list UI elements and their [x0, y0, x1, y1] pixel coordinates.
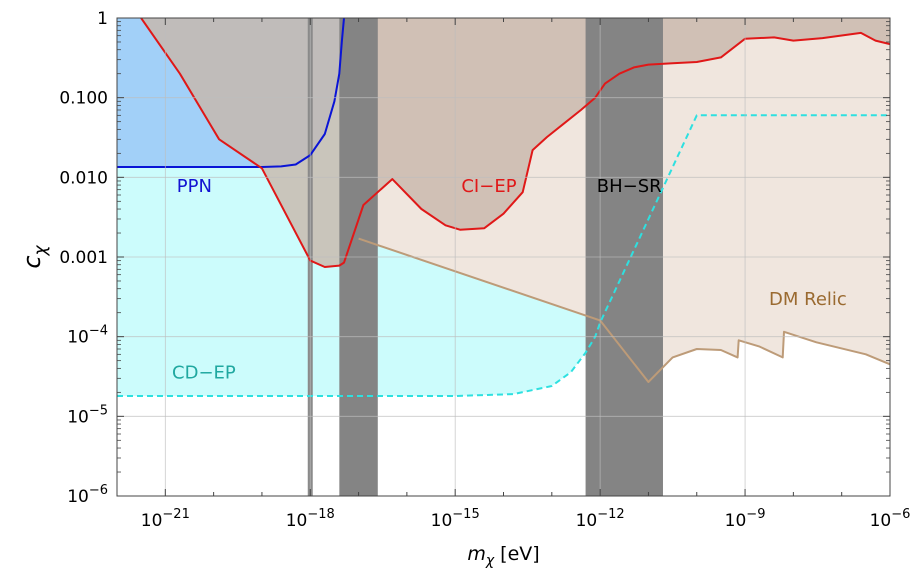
y-tick-label: 10−5	[67, 403, 108, 427]
ci-ep-label: CI−EP	[461, 176, 516, 197]
region-labels: PPN CI−EP BH−SR CD−EP DM Relic	[172, 176, 847, 383]
ppn-curve	[117, 18, 345, 168]
cd-ep-curve	[117, 114, 890, 397]
y-tick-label: 1	[97, 9, 108, 29]
y-tick-label: 0.001	[59, 248, 108, 268]
x-tick-label: 10−12	[576, 507, 625, 531]
x-tick-label: 10−9	[725, 507, 766, 531]
x-tick-label: 10−18	[286, 507, 335, 531]
grid	[117, 18, 890, 496]
axis-ticks: 10−21 10−18 10−15 10−12 10−9 10−6 1 0.100 0.010 0…	[59, 9, 910, 531]
axis-titles: mχ [eV] cχ	[18, 244, 540, 568]
x-tick-label: 10−21	[141, 507, 190, 531]
dm-relic-label: DM Relic	[769, 289, 847, 310]
x-tick-label: 10−6	[870, 507, 911, 531]
y-tick-label: 0.100	[59, 89, 108, 109]
ci-ep-region	[141, 18, 890, 267]
x-tick-label: 10−15	[431, 507, 480, 531]
dm-relic-curve	[358, 237, 890, 383]
cd-ep-label: CD−EP	[172, 362, 236, 383]
x-axis-title: mχ [eV]	[467, 543, 539, 568]
y-tick-label: 0.010	[59, 168, 108, 188]
ci-ep-curve	[140, 18, 890, 268]
y-tick-label: 10−6	[67, 483, 108, 507]
y-tick-label: 10−4	[67, 324, 108, 348]
y-axis-title: cχ	[18, 244, 51, 268]
bh-sr-label: BH−SR	[597, 176, 662, 197]
ppn-label: PPN	[177, 176, 212, 197]
